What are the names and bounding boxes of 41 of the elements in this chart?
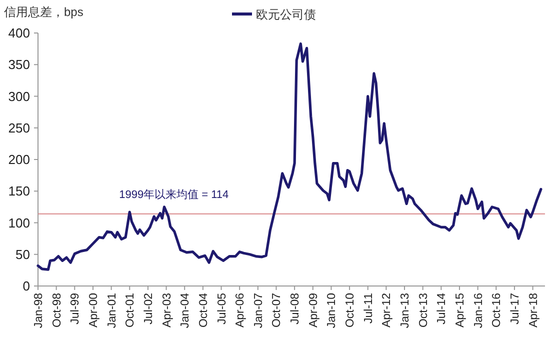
legend-label: 欧元公司债 [256,8,316,22]
x-tick-label: Jan-04 [180,292,192,328]
y-tick-label: 0 [22,278,30,294]
x-tick-label: Jan-16 [472,293,485,328]
x-tick-label: Jan-01 [106,293,118,328]
y-axis-title: 信用息差，bps [4,5,84,19]
x-tick-label: Oct-10 [344,293,357,328]
y-tick-label: 400 [8,26,30,40]
x-tick-label: Jul-17 [509,293,522,324]
x-tick-label: Jan-10 [326,293,338,328]
x-tick-label: Jan-07 [252,293,265,328]
x-tick-label: Jul-05 [216,293,228,324]
x-tick-label: Apr-00 [88,293,100,328]
x-tick-label: Jul-02 [142,293,155,324]
x-tick-label: Apr-03 [161,293,174,328]
x-tick-label: Jan-13 [400,293,412,328]
y-tick-label: 150 [8,184,30,199]
y-tick-label: 50 [16,246,30,262]
x-tick-label: Apr-12 [381,293,394,328]
y-tick-label: 200 [8,152,30,167]
x-tick-label: Jul-08 [290,293,302,324]
y-tick-label: 250 [8,120,30,136]
x-tick-label: Apr-15 [454,293,466,328]
x-tick-label: Oct-13 [418,293,430,328]
x-tick-label: Oct-16 [491,293,504,328]
x-tick-label: Apr-09 [308,293,320,328]
line-series [36,42,542,271]
x-tick-label: Oct-07 [271,293,284,328]
x-tick-label: Jul-14 [436,292,448,324]
x-tick-label: Oct-98 [51,293,64,328]
x-tick-label: Oct-01 [124,293,137,328]
x-tick-label: Jul-99 [70,293,82,324]
y-tick-label: 350 [8,57,30,72]
x-tick-label: Jul-11 [362,293,375,324]
x-tick-label: Apr-06 [234,293,247,328]
x-tick-label: Jan-98 [33,293,45,328]
ref-line-label: 1999年以来均值 = 114 [119,188,229,201]
x-tick-label: Apr-18 [528,293,540,328]
y-tick-label: 300 [8,88,30,104]
y-tick-label: 100 [8,215,30,230]
x-tick-label: Oct-04 [198,292,210,328]
